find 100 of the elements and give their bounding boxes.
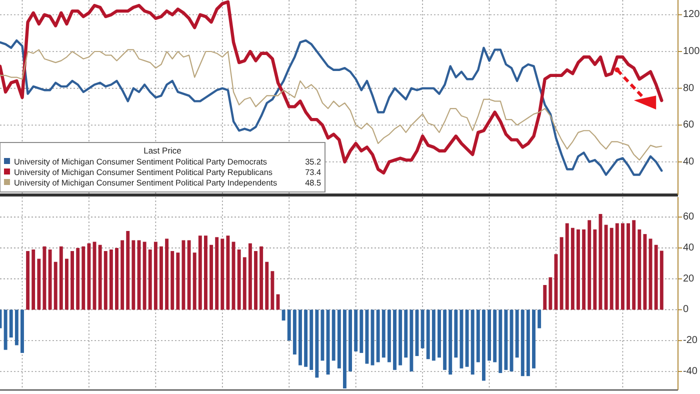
bar: [315, 310, 319, 378]
bar: [354, 310, 358, 352]
bar: [615, 223, 619, 310]
bar: [298, 310, 302, 366]
bar: [515, 310, 519, 358]
bar: [59, 246, 63, 310]
bar: [365, 310, 369, 364]
bar: [488, 310, 492, 361]
bar: [398, 310, 402, 366]
bar: [520, 310, 524, 376]
bar: [204, 236, 208, 310]
bar: [87, 243, 91, 310]
annotation: 48.5: [305, 178, 322, 188]
bar: [14, 310, 18, 346]
bar: [360, 310, 364, 353]
bar: [387, 310, 391, 362]
bar: [543, 285, 547, 310]
bar: [20, 310, 24, 353]
bar: [165, 238, 169, 310]
bar: [448, 310, 452, 375]
bar: [332, 310, 336, 361]
bar: [465, 310, 469, 367]
bar: [482, 310, 486, 381]
bar: [376, 310, 380, 362]
bar: [82, 246, 86, 310]
bar: [9, 310, 13, 338]
y-tick-label: 100: [683, 46, 700, 58]
bar: [404, 310, 408, 358]
bar: [565, 223, 569, 310]
y-tick-label: 60: [683, 212, 695, 223]
y-tick-label: 20: [683, 273, 695, 284]
bar: [192, 252, 196, 310]
bar: [210, 244, 214, 310]
y-tick-label: -40: [683, 366, 698, 377]
bar: [198, 236, 202, 310]
legend-title: Last Price: [144, 146, 182, 156]
annotation: 73.4: [305, 168, 322, 177]
y-tick-label: 40: [683, 156, 695, 168]
bar: [215, 237, 219, 310]
bar: [570, 228, 574, 310]
bar: [643, 234, 647, 310]
bar: [582, 229, 586, 310]
y-tick-label: 0: [683, 304, 689, 316]
bar: [538, 310, 542, 328]
bar: [410, 310, 414, 372]
bar: [348, 310, 352, 372]
y-tick-label: 60: [683, 120, 695, 131]
bar: [265, 262, 269, 310]
bar: [548, 277, 552, 310]
bar: [560, 237, 564, 310]
bar: [104, 251, 108, 310]
bar: [154, 242, 158, 310]
bar: [170, 251, 174, 310]
bar: [37, 258, 41, 310]
bar: [54, 262, 58, 310]
bar: [304, 310, 308, 367]
bar: [270, 271, 274, 310]
bar: [493, 310, 497, 362]
bar: [454, 310, 458, 358]
bar: [70, 251, 74, 310]
bar: [498, 310, 502, 374]
bar: [654, 244, 658, 310]
bar: [310, 310, 314, 370]
bar: [588, 220, 592, 310]
legend-label: University of Michigan Consumer Sentiment Political Party Republicans: [14, 168, 272, 177]
bar: [593, 229, 597, 310]
bar: [260, 246, 264, 310]
bar: [438, 310, 441, 358]
bar: [187, 240, 191, 310]
bar: [160, 246, 163, 310]
bar: [443, 310, 447, 370]
bar: [142, 242, 146, 310]
bar: [337, 310, 341, 368]
annotation: 35.2: [305, 158, 322, 166]
bar: [382, 310, 386, 358]
bar: [64, 258, 68, 310]
bar: [632, 220, 636, 310]
bar: [248, 243, 252, 310]
legend-label: University of Michigan Consumer Sentiment Political Party Independents: [14, 178, 278, 188]
bar: [242, 257, 246, 310]
y-tick-label: 120: [683, 9, 700, 20]
bar: [48, 249, 52, 310]
bar: [26, 251, 30, 310]
bar: [254, 251, 258, 310]
y-tick-label: -20: [683, 335, 698, 346]
bar: [604, 224, 608, 310]
bar: [287, 310, 291, 341]
bar: [126, 230, 130, 310]
y-tick-label: 40: [683, 242, 695, 254]
bar: [120, 240, 124, 310]
bar: [132, 240, 136, 310]
bar: [393, 310, 396, 370]
bar: [432, 310, 436, 361]
bar: [326, 310, 330, 375]
bar: [620, 223, 624, 310]
bar: [532, 310, 536, 368]
legend-label: University of Michigan Consumer Sentiment Political Party Democrats: [14, 158, 267, 166]
bar: [282, 310, 286, 321]
bar: [342, 310, 346, 388]
bar: [626, 223, 630, 310]
